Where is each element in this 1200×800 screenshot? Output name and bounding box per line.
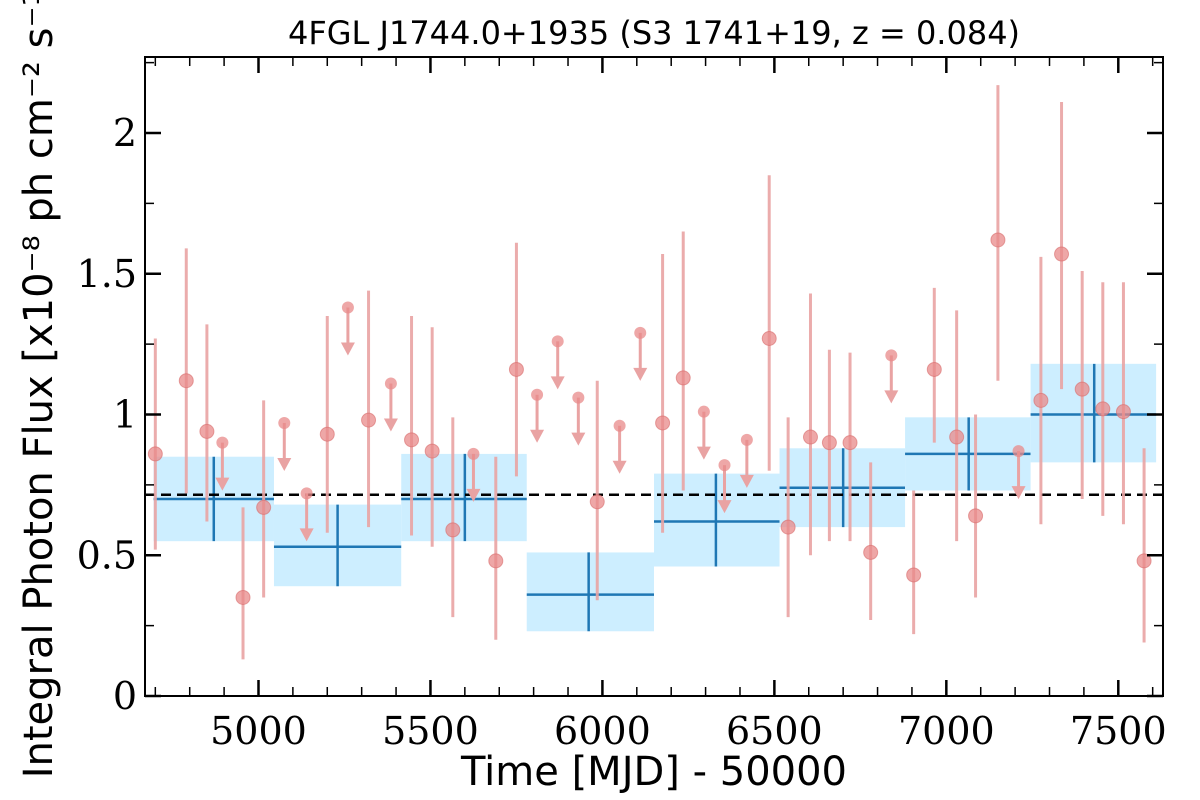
detection-point (235, 589, 251, 605)
upper-limit-arrow (1011, 486, 1026, 500)
detection-point (949, 429, 965, 445)
upper-limit-arrow (612, 460, 627, 474)
upper-limit-point (341, 301, 354, 314)
detection-point (1115, 404, 1131, 420)
upper-limit-layer (215, 301, 1026, 542)
x-tick-label: 7500 (1070, 709, 1167, 753)
y-tick-label: 0 (113, 674, 137, 718)
detection-point (990, 232, 1006, 248)
detection-point (1054, 246, 1070, 262)
detection-point (508, 361, 524, 377)
x-tick-label: 7000 (898, 709, 995, 753)
detection-point (589, 494, 605, 510)
y-axis-label: Integral Photon Flux [x10⁻⁸ ph cm⁻² s⁻¹] (16, 0, 62, 778)
upper-limit-arrow (717, 500, 732, 514)
bin-box (526, 552, 654, 632)
y-tick-label: 2 (113, 111, 137, 155)
detection-point (424, 443, 440, 459)
detection-point (488, 553, 504, 569)
y-tick-label: 1.5 (77, 252, 137, 296)
x-tick-label: 6500 (726, 709, 823, 753)
x-axis: 5000 5500 6000 6500 7000 7500 (154, 57, 1167, 753)
detection-point (178, 373, 194, 389)
detection-point (361, 412, 377, 428)
detection-point (147, 446, 163, 462)
x-tick-label: 5000 (210, 709, 307, 753)
detection-point (842, 435, 858, 451)
y-axis: 0 0.5 1 1.5 2 (77, 61, 1163, 718)
upper-limit-arrow (530, 429, 545, 443)
detection-point (821, 435, 837, 451)
detection-point (404, 432, 420, 448)
x-tick-label: 6000 (554, 709, 651, 753)
upper-limit-arrow (633, 367, 648, 381)
detection-point (319, 426, 335, 442)
upper-limit-point (613, 419, 626, 432)
upper-limit-point (1012, 445, 1025, 458)
detection-layer (147, 85, 1152, 660)
upper-limit-arrow (884, 390, 899, 404)
upper-limit-point (300, 487, 313, 500)
x-axis-label: Time [MJD] - 50000 (460, 749, 847, 795)
detection-point (1136, 553, 1152, 569)
x-tick-label: 5500 (382, 709, 479, 753)
detection-point (1095, 401, 1111, 417)
bin-layer (153, 363, 1157, 632)
upper-limit-point (216, 436, 229, 449)
upper-limit-arrow (215, 477, 230, 491)
upper-limit-arrow (299, 528, 314, 542)
plot-frame (144, 56, 1164, 697)
upper-limit-arrow (340, 342, 355, 356)
y-tick-label: 1 (113, 393, 137, 437)
upper-limit-point (697, 405, 710, 418)
detection-point (199, 423, 215, 439)
upper-limit-point (718, 459, 731, 472)
detection-point (802, 429, 818, 445)
detection-point (1074, 381, 1090, 397)
upper-limit-arrow (571, 432, 586, 446)
upper-limit-point (634, 326, 647, 339)
upper-limit-arrow (383, 418, 398, 432)
detection-point (445, 522, 461, 538)
detection-point (761, 330, 777, 346)
upper-limit-arrow (696, 446, 711, 460)
detection-point (926, 361, 942, 377)
detection-point (968, 508, 984, 524)
upper-limit-arrow (277, 457, 292, 471)
upper-limit-arrow (550, 376, 565, 390)
upper-limit-point (885, 349, 898, 362)
detection-point (906, 567, 922, 583)
upper-limit-point (278, 416, 291, 429)
upper-limit-arrow (739, 474, 754, 488)
upper-limit-point (740, 433, 753, 446)
detection-point (256, 499, 272, 515)
upper-limit-point (531, 388, 544, 401)
upper-limit-arrow (466, 488, 481, 502)
detection-point (1033, 392, 1049, 408)
y-tick-label: 0.5 (77, 533, 137, 577)
detection-point (675, 370, 691, 386)
upper-limit-point (467, 447, 480, 460)
detection-point (780, 519, 796, 535)
upper-limit-point (551, 335, 564, 348)
detection-point (863, 544, 879, 560)
upper-limit-point (384, 377, 397, 390)
detection-point (655, 415, 671, 431)
upper-limit-point (572, 391, 585, 404)
chart-title: 4FGL J1744.0+1935 (S3 1741+19, z = 0.084… (288, 14, 1020, 52)
